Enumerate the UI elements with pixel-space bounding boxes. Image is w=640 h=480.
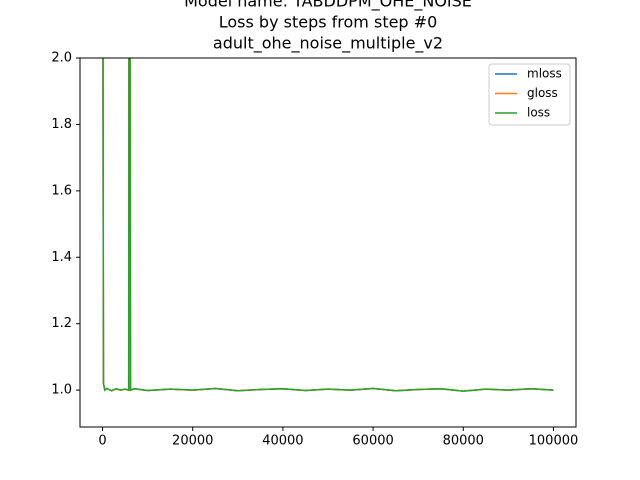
- chart-title: adult_ohe_noise_multiple_v2: [213, 34, 443, 54]
- y-tick-label: 2.0: [51, 51, 72, 66]
- x-tick-label: 40000: [262, 434, 303, 449]
- series-line: [102, 58, 554, 392]
- x-tick-label: 80000: [443, 434, 484, 449]
- x-tick-label: 60000: [352, 434, 393, 449]
- legend-label: loss: [527, 106, 550, 120]
- legend-box: [488, 63, 571, 126]
- x-tick-label: 100000: [529, 434, 579, 449]
- plot-area: [102, 58, 554, 392]
- y-tick-label: 1.8: [51, 117, 72, 132]
- y-tick-label: 1.4: [51, 250, 72, 265]
- legend-label: gloss: [527, 86, 558, 100]
- axes-frame: [79, 57, 577, 428]
- y-tick-label: 1.2: [51, 316, 72, 331]
- x-tick-label: 20000: [172, 434, 213, 449]
- y-tick-label: 1.0: [51, 383, 72, 398]
- chart-title: Model name: TABDDPM_OHE_NOISE: [184, 0, 472, 12]
- chart-title: Loss by steps from step #0: [219, 13, 438, 32]
- y-tick-label: 1.6: [51, 183, 72, 198]
- legend-label: mloss: [527, 67, 562, 81]
- x-tick-label: 0: [98, 434, 106, 449]
